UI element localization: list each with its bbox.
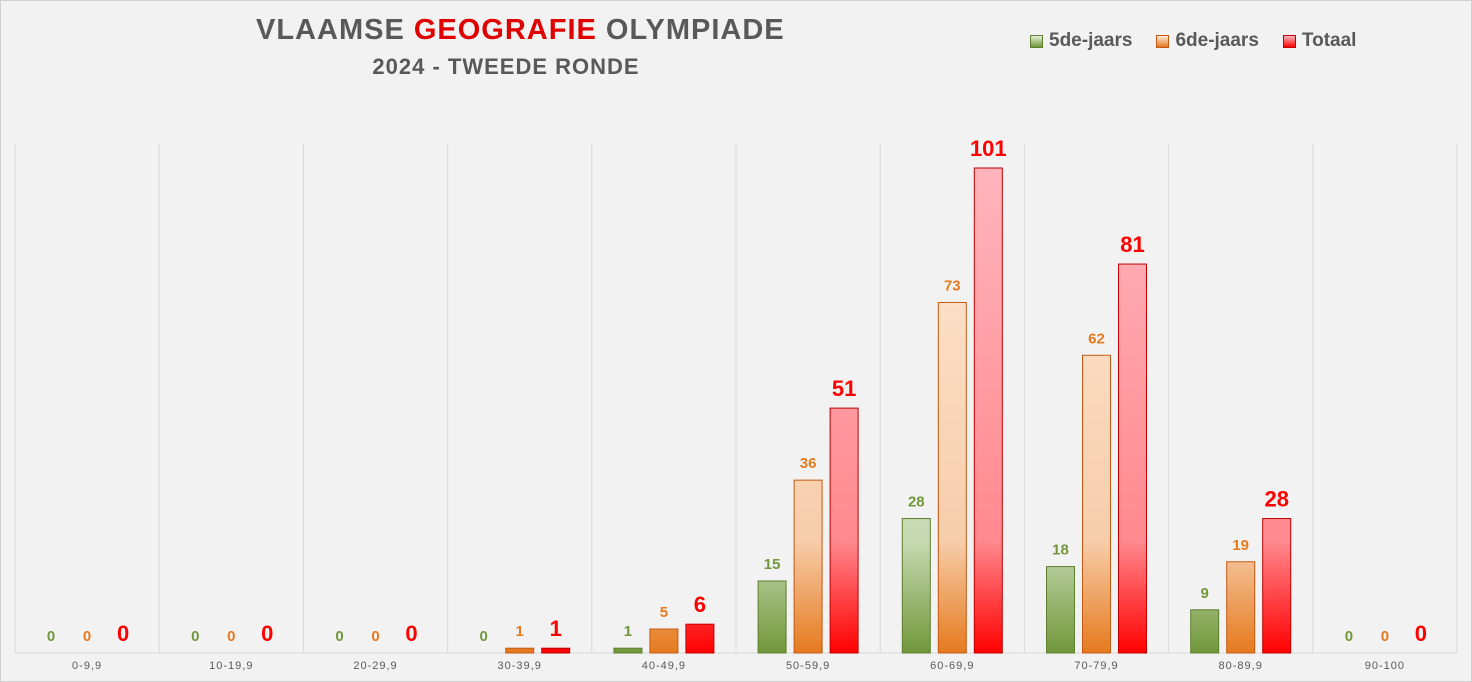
legend-item-6de-jaars: 6de-jaars — [1156, 30, 1259, 52]
legend-swatch-6de-jaars — [1156, 34, 1170, 48]
legend-label-6de-jaars: 6de-jaars — [1175, 30, 1259, 51]
bar-5de-jaars — [901, 518, 931, 654]
data-label-6de-jaars: 0 — [227, 628, 235, 645]
data-label-totaal: 81 — [1120, 232, 1144, 257]
data-label-5de-jaars: 15 — [764, 556, 781, 573]
data-label-6de-jaars: 36 — [800, 455, 817, 472]
bar-6de-jaars — [1082, 354, 1111, 654]
bar-6de-jaars — [505, 647, 535, 654]
data-label-5de-jaars: 0 — [480, 628, 488, 645]
data-label-6de-jaars: 0 — [1381, 628, 1389, 645]
title-part-3: OLYMPIADE — [596, 14, 785, 46]
bar-6de-jaars — [1226, 561, 1256, 654]
bar-totaal — [1118, 263, 1147, 654]
data-label-6de-jaars: 0 — [371, 628, 379, 645]
data-label-totaal: 28 — [1264, 487, 1288, 512]
data-label-6de-jaars: 19 — [1232, 537, 1249, 554]
bar-totaal — [829, 407, 859, 654]
data-label-totaal: 0 — [117, 621, 129, 646]
bar-totaal — [541, 647, 571, 654]
data-label-totaal: 0 — [261, 621, 273, 646]
legend-swatch-5de-jaars — [1030, 34, 1043, 48]
x-tick-label: 80-89,9 — [1219, 660, 1263, 672]
bar-totaal — [1262, 518, 1292, 654]
data-label-5de-jaars: 0 — [47, 628, 55, 645]
x-tick-label: 0-9,9 — [72, 660, 102, 672]
data-label-5de-jaars: 0 — [1345, 628, 1353, 645]
data-label-totaal: 101 — [970, 136, 1007, 161]
x-tick-label: 70-79,9 — [1074, 660, 1118, 672]
bar-5de-jaars — [613, 647, 643, 654]
data-label-totaal: 0 — [1415, 621, 1427, 646]
data-label-6de-jaars: 0 — [83, 628, 91, 645]
x-tick-label: 30-39,9 — [498, 660, 542, 672]
title-part-1: VLAAMSE — [256, 14, 414, 46]
bar-5de-jaars — [1046, 566, 1075, 654]
data-label-6de-jaars: 1 — [516, 623, 524, 640]
bar-5de-jaars — [1190, 609, 1220, 654]
bar-6de-jaars — [649, 628, 679, 654]
data-label-5de-jaars: 1 — [624, 623, 632, 640]
data-label-5de-jaars: 18 — [1052, 542, 1069, 559]
x-tick-label: 10-19,9 — [209, 660, 253, 672]
legend-item-5de-jaars: 5de-jaars — [1030, 30, 1132, 52]
data-label-5de-jaars: 0 — [335, 628, 343, 645]
x-tick-label: 20-29,9 — [353, 660, 397, 672]
data-label-totaal: 51 — [832, 376, 856, 401]
data-label-6de-jaars: 73 — [944, 277, 961, 294]
data-label-6de-jaars: 62 — [1088, 330, 1105, 347]
data-label-totaal: 6 — [694, 592, 706, 617]
data-label-5de-jaars: 9 — [1201, 585, 1209, 602]
chart-legend: 5de-jaars 6de-jaars Totaal — [1030, 28, 1380, 54]
bar-5de-jaars — [757, 580, 787, 654]
legend-label-5de-jaars: 5de-jaars — [1049, 30, 1133, 51]
data-label-5de-jaars: 0 — [191, 628, 199, 645]
x-tick-label: 40-49,9 — [642, 660, 686, 672]
chart-subtitle: 2024 - TWEEDE RONDE — [372, 54, 640, 79]
chart-title: VLAAMSE GEOGRAFIE OLYMPIADE — [256, 14, 784, 47]
x-tick-label: 60-69,9 — [930, 660, 974, 672]
title-highlight: GEOGRAFIE — [413, 14, 597, 46]
legend-label-totaal: Totaal — [1301, 30, 1357, 51]
legend-swatch-totaal — [1282, 34, 1296, 48]
x-tick-label: 50-59,9 — [786, 660, 830, 672]
bar-totaal — [973, 167, 1003, 654]
bar-6de-jaars — [937, 301, 967, 654]
data-label-5de-jaars: 28 — [908, 494, 925, 511]
legend-item-totaal: Totaal — [1282, 30, 1357, 52]
x-tick-label: 90-100 — [1365, 660, 1405, 672]
data-label-totaal: 1 — [550, 616, 562, 641]
data-label-totaal: 0 — [405, 621, 417, 646]
bar-6de-jaars — [793, 479, 823, 654]
data-label-6de-jaars: 5 — [660, 604, 668, 621]
bar-totaal — [685, 623, 715, 654]
